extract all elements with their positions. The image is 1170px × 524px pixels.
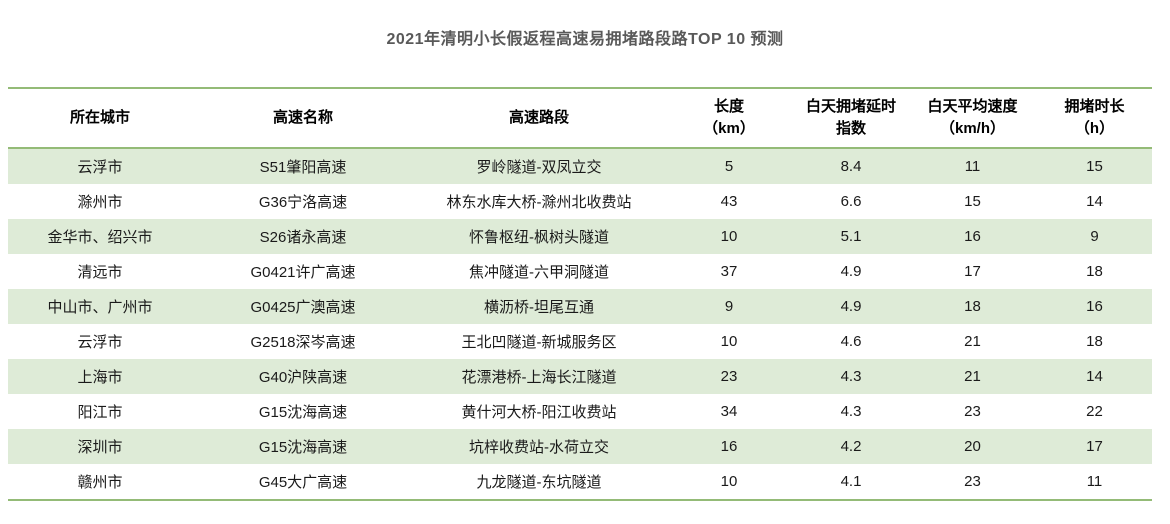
table-cell: 花漂港桥-上海长江隧道 (461, 369, 617, 386)
table-cell: 43 (720, 193, 738, 210)
table-row: 阳江市 G15沈海高速 黄什河大桥-阳江收费站 34 4.3 23 22 (8, 394, 1152, 429)
table-cell: 4.3 (840, 368, 862, 385)
table-cell: 16 (1086, 298, 1103, 315)
column-header: 长度 （km） (664, 88, 794, 149)
congestion-top10-table: 所在城市 高速名称 高速路段 长度 （km） 白天拥堵延时 指数 白天平均速度 （km/h） 拥堵… (8, 87, 1152, 501)
table-cell: 4.3 (840, 403, 862, 420)
table-cell: 金华市、绍兴市 (47, 229, 153, 246)
table-cell: G40沪陕高速 (258, 369, 348, 386)
table-cell: 15 (1086, 158, 1103, 175)
table-cell: 5.1 (840, 228, 862, 245)
table-cell: 深圳市 (77, 439, 123, 456)
table-cell: G36宁洛高速 (258, 194, 348, 211)
table-cell: 20 (964, 438, 981, 455)
table-cell: 4.9 (840, 298, 862, 315)
table-cell: 14 (1086, 193, 1103, 210)
table-cell: 11 (1086, 473, 1103, 490)
table-cell: 6.6 (840, 193, 862, 210)
table-cell: 横沥桥-坦尾互通 (484, 299, 594, 316)
table-cell: 17 (964, 263, 981, 280)
table-cell: G0425广澳高速 (250, 299, 356, 316)
table-cell: 10 (720, 333, 738, 350)
table-cell: 16 (964, 228, 981, 245)
table-cell: 4.1 (840, 473, 862, 490)
table-cell: 清远市 (77, 264, 123, 281)
table-cell: 4.9 (840, 263, 862, 280)
table-cell: 18 (964, 298, 981, 315)
table-cell: 18 (1086, 263, 1103, 280)
table-header: 所在城市 高速名称 高速路段 长度 （km） 白天拥堵延时 指数 白天平均速度 （km/h） 拥堵… (8, 88, 1152, 149)
table-cell: G15沈海高速 (258, 439, 348, 456)
table-cell: 10 (720, 228, 738, 245)
table-header-row: 所在城市 高速名称 高速路段 长度 （km） 白天拥堵延时 指数 白天平均速度 （km/h） 拥堵… (8, 88, 1152, 149)
table-cell: 黄什河大桥-阳江收费站 (461, 404, 617, 421)
table-row: 滁州市 G36宁洛高速 林东水库大桥-滁州北收费站 43 6.6 15 14 (8, 184, 1152, 219)
table-cell: 18 (1086, 333, 1103, 350)
table-row: 中山市、广州市 G0425广澳高速 横沥桥-坦尾互通 9 4.9 18 16 (8, 289, 1152, 324)
column-header: 白天平均速度 （km/h） (908, 88, 1037, 149)
table-cell: 9 (724, 298, 734, 315)
table-cell: G0421许广高速 (250, 264, 356, 281)
table-cell: 林东水库大桥-滁州北收费站 (446, 194, 632, 211)
column-header: 白天拥堵延时 指数 (794, 88, 908, 149)
table-cell: 焦冲隧道-六甲洞隧道 (469, 264, 609, 281)
table-cell: G45大广高速 (258, 474, 348, 491)
table-cell: 罗岭隧道-双凤立交 (476, 159, 602, 176)
table-cell: 怀鲁枢纽-枫树头隧道 (469, 229, 609, 246)
table-cell: 云浮市 (77, 159, 123, 176)
column-header: 所在城市 (8, 88, 192, 149)
table-cell: 上海市 (77, 369, 123, 386)
table-cell: G2518深岑高速 (250, 334, 356, 351)
table-row: 深圳市 G15沈海高速 坑梓收费站-水荷立交 16 4.2 20 17 (8, 429, 1152, 464)
table-cell: 九龙隧道-东坑隧道 (476, 474, 602, 491)
table-row: 金华市、绍兴市 S26诸永高速 怀鲁枢纽-枫树头隧道 10 5.1 16 9 (8, 219, 1152, 254)
table-cell: 14 (1086, 368, 1103, 385)
table-cell: 王北凹隧道-新城服务区 (461, 334, 617, 351)
table-cell: 23 (964, 473, 981, 490)
table-cell: 8.4 (840, 158, 862, 175)
table-cell: 22 (1086, 403, 1103, 420)
table-cell: 4.2 (840, 438, 862, 455)
table-row: 赣州市 G45大广高速 九龙隧道-东坑隧道 10 4.1 23 11 (8, 464, 1152, 500)
table-cell: 16 (720, 438, 738, 455)
table-cell: 23 (964, 403, 981, 420)
page-title: 2021年清明小长假返程高速易拥堵路段路TOP 10 预测 (386, 31, 784, 48)
table-cell: 9 (1090, 228, 1099, 245)
table-cell: 15 (964, 193, 981, 210)
column-header: 拥堵时长 （h） (1037, 88, 1152, 149)
table-cell: S26诸永高速 (259, 229, 347, 246)
table-cell: 10 (720, 473, 738, 490)
table-cell: 云浮市 (77, 334, 123, 351)
table-cell: 23 (720, 368, 738, 385)
table-cell: 11 (964, 158, 981, 175)
table-row: 清远市 G0421许广高速 焦冲隧道-六甲洞隧道 37 4.9 17 18 (8, 254, 1152, 289)
table-row: 云浮市 G2518深岑高速 王北凹隧道-新城服务区 10 4.6 21 18 (8, 324, 1152, 359)
table-cell: 赣州市 (77, 474, 123, 491)
table-cell: 34 (720, 403, 738, 420)
table-body: 云浮市 S51肇阳高速 罗岭隧道-双凤立交 5 8.4 11 15 滁州市 G36宁洛高速 林东水… (8, 148, 1152, 500)
table-cell: 5 (724, 158, 734, 175)
table-row: 云浮市 S51肇阳高速 罗岭隧道-双凤立交 5 8.4 11 15 (8, 148, 1152, 184)
table-cell: 17 (1086, 438, 1103, 455)
column-header: 高速名称 (192, 88, 414, 149)
table-cell: 4.6 (840, 333, 862, 350)
table-cell: 37 (720, 263, 738, 280)
table-cell: S51肇阳高速 (259, 159, 347, 176)
table-container: 所在城市 高速名称 高速路段 长度 （km） 白天拥堵延时 指数 白天平均速度 （km/h） 拥堵… (8, 87, 1152, 501)
table-cell: 坑梓收费站-水荷立交 (469, 439, 609, 456)
table-cell: 滁州市 (77, 194, 123, 211)
table-cell: G15沈海高速 (258, 404, 348, 421)
table-cell: 21 (964, 333, 981, 350)
table-cell: 21 (964, 368, 981, 385)
table-row: 上海市 G40沪陕高速 花漂港桥-上海长江隧道 23 4.3 21 14 (8, 359, 1152, 394)
table-cell: 阳江市 (77, 404, 123, 421)
table-cell: 中山市、广州市 (47, 299, 153, 316)
column-header: 高速路段 (414, 88, 664, 149)
